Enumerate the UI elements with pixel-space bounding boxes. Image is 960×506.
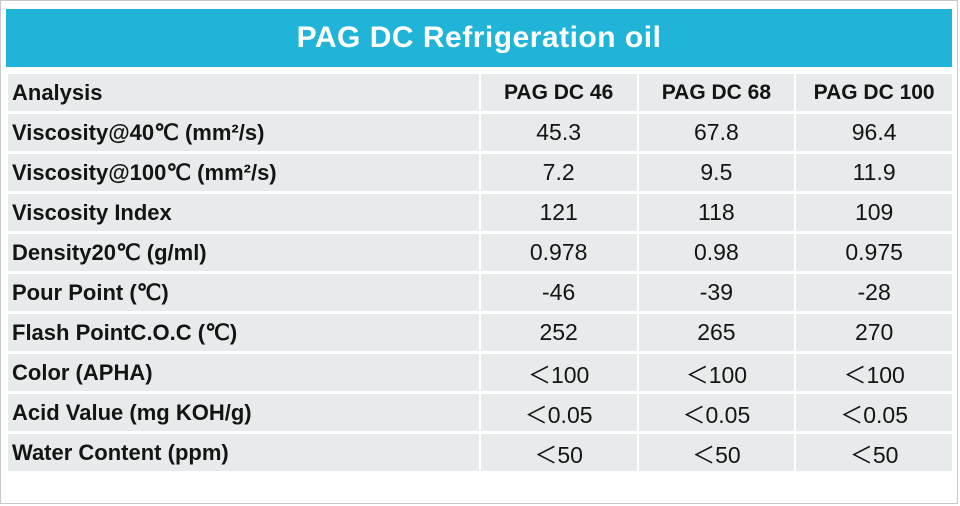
cell-value: 11.9 — [796, 154, 952, 191]
table-row-density: Density20℃ (g/ml) 0.978 0.98 0.975 — [8, 234, 952, 271]
row-label: Density20℃ (g/ml) — [8, 234, 479, 271]
cell-value: 109 — [796, 194, 952, 231]
cell-value: 45.3 — [480, 114, 637, 151]
row-label: Viscosity@100℃ (mm²/s) — [8, 154, 479, 191]
table-row-viscosity-40: Viscosity@40℃ (mm²/s) 45.3 67.8 96.4 — [8, 114, 952, 151]
row-label: Viscosity Index — [8, 194, 479, 231]
cell-value: 265 — [638, 314, 795, 351]
spec-table: Analysis PAG DC 46 PAG DC 68 PAG DC 100 … — [6, 71, 954, 474]
column-header-pag-dc-100: PAG DC 100 — [796, 74, 952, 111]
cell-value: 67.8 — [638, 114, 795, 151]
cell-value: -46 — [480, 274, 637, 311]
title-bar: PAG DC Refrigeration oil — [6, 9, 952, 67]
column-header-pag-dc-68: PAG DC 68 — [638, 74, 795, 111]
cell-value: ＜50 — [480, 434, 637, 471]
cell-value: ＜100 — [638, 354, 795, 391]
cell-value: 252 — [480, 314, 637, 351]
table-row-color: Color (APHA) ＜100 ＜100 ＜100 — [8, 354, 952, 391]
table-header-row: Analysis PAG DC 46 PAG DC 68 PAG DC 100 — [8, 74, 952, 111]
row-label: Viscosity@40℃ (mm²/s) — [8, 114, 479, 151]
cell-value: 96.4 — [796, 114, 952, 151]
table-row-pour-point: Pour Point (℃) -46 -39 -28 — [8, 274, 952, 311]
cell-value: ＜0.05 — [796, 394, 952, 431]
row-label: Color (APHA) — [8, 354, 479, 391]
cell-value: 9.5 — [638, 154, 795, 191]
cell-value: 0.98 — [638, 234, 795, 271]
column-header-analysis: Analysis — [8, 74, 479, 111]
cell-value: 118 — [638, 194, 795, 231]
page-title: PAG DC Refrigeration oil — [296, 21, 662, 54]
cell-value: ＜50 — [796, 434, 952, 471]
row-label: Water Content (ppm) — [8, 434, 479, 471]
cell-value: ＜100 — [796, 354, 952, 391]
cell-value: 0.975 — [796, 234, 952, 271]
table-row-flash-point: Flash PointC.O.C (℃) 252 265 270 — [8, 314, 952, 351]
cell-value: -39 — [638, 274, 795, 311]
row-label: Acid Value (mg KOH/g) — [8, 394, 479, 431]
cell-value: 0.978 — [480, 234, 637, 271]
table-row-water-content: Water Content (ppm) ＜50 ＜50 ＜50 — [8, 434, 952, 471]
cell-value: ＜50 — [638, 434, 795, 471]
cell-value: ＜0.05 — [638, 394, 795, 431]
row-label: Flash PointC.O.C (℃) — [8, 314, 479, 351]
table-row-viscosity-100: Viscosity@100℃ (mm²/s) 7.2 9.5 11.9 — [8, 154, 952, 191]
cell-value: -28 — [796, 274, 952, 311]
cell-value: ＜0.05 — [480, 394, 637, 431]
table-row-viscosity-index: Viscosity Index 121 118 109 — [8, 194, 952, 231]
cell-value: 121 — [480, 194, 637, 231]
table-row-acid-value: Acid Value (mg KOH/g) ＜0.05 ＜0.05 ＜0.05 — [8, 394, 952, 431]
cell-value: 7.2 — [480, 154, 637, 191]
column-header-pag-dc-46: PAG DC 46 — [480, 74, 637, 111]
cell-value: 270 — [796, 314, 952, 351]
row-label: Pour Point (℃) — [8, 274, 479, 311]
cell-value: ＜100 — [480, 354, 637, 391]
